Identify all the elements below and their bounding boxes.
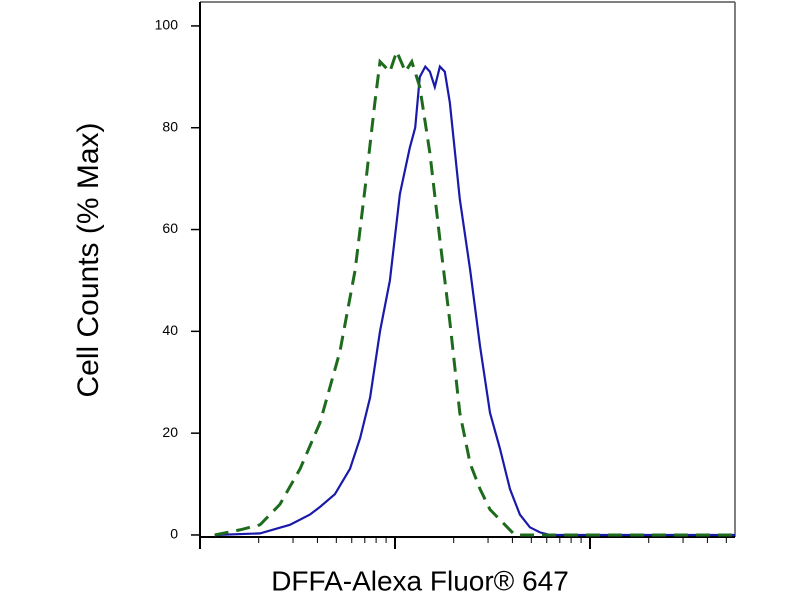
x-axis-label: DFFA-Alexa Fluor® 647 (271, 565, 569, 596)
series-line (214, 64, 735, 537)
y-tick-label: 80 (162, 118, 178, 134)
y-tick-label: 60 (162, 220, 178, 236)
y-axis-label: Cell Counts (% Max) (72, 122, 105, 397)
series-line (214, 47, 735, 537)
y-tick-label: 0 (170, 526, 178, 542)
y-tick-label: 40 (162, 322, 178, 338)
y-tick-label: 20 (162, 424, 178, 440)
y-tick-label: 100 (155, 17, 179, 33)
